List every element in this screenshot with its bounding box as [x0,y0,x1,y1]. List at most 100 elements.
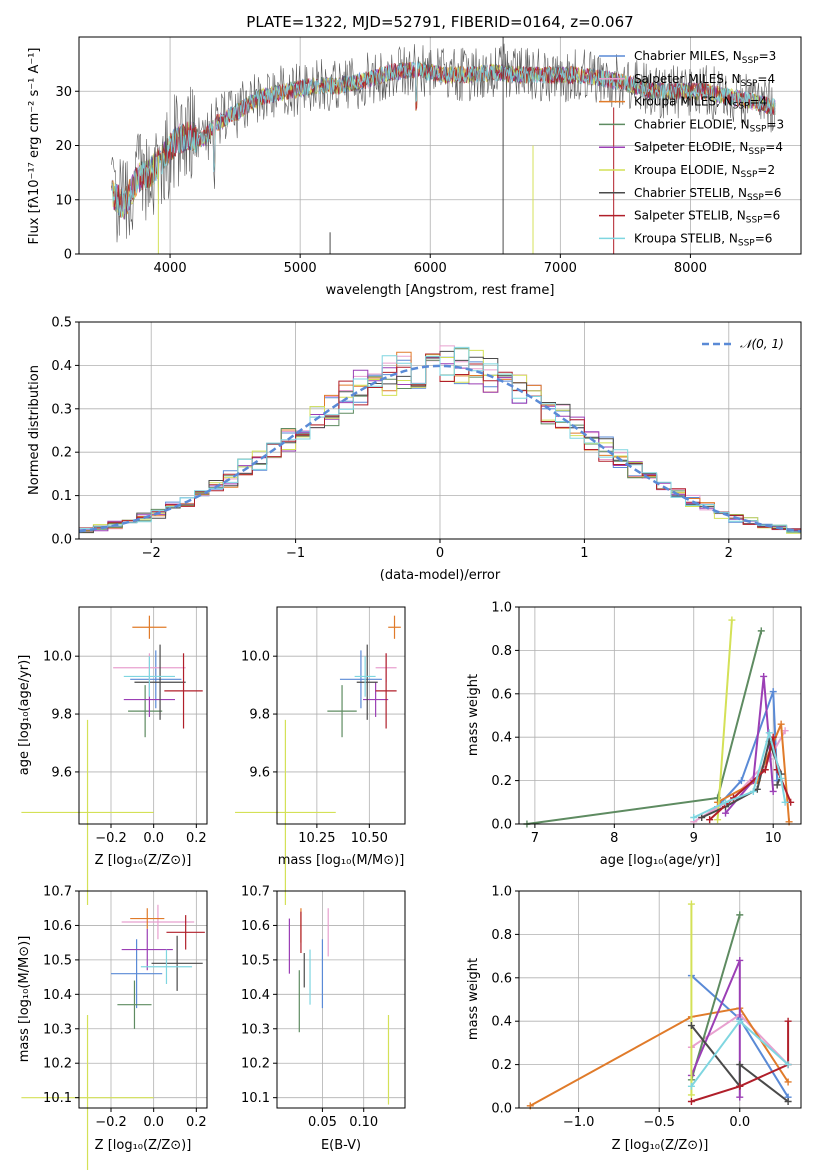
weight-vs-metallicity-lines [526,900,792,1110]
weight-vs-age-y-ticks: 0.0 0.2 0.4 0.6 0.8 1.0 [491,601,519,833]
age-vs-metallicity-xlabel: Z [log₁₀(Z/Z⊙)] [95,853,192,868]
weight-marker-3-1 [736,911,744,919]
legend-label-8: Kroupa STELIB, NSSP=6 [634,231,772,248]
weight-marker-4-0 [722,809,730,817]
mass-vs-extinction-panel: 0.05 0.10 10.1 10.2 10.3 10.4 10.5 10.6 10.7 E(… [241,885,406,1153]
legend-label-main: Chabrier ELODIE, N [634,117,750,131]
weight-line-8 [693,729,787,819]
weight-marker-4-2 [760,672,768,680]
weight-vs-metallicity-frame [518,890,802,1109]
weight-line-2 [529,1007,789,1107]
y-tick-label: 0.8 [491,928,512,943]
weight-marker-5-1 [687,1091,695,1099]
y-tick-label: 0.1 [51,489,72,504]
y-tick-label: 0.3 [51,402,72,417]
weight-marker-8-5 [781,798,789,806]
mass-vs-metallicity-gridlines [79,890,207,1108]
x-tick-label: 8000 [674,261,707,276]
legend-label-main: Chabrier MILES, N [634,49,742,63]
weight-marker-6-2 [736,1061,744,1069]
age-vs-mass-gridlines [277,607,405,824]
residual-legend-label: 𝒩(0, 1) [740,337,784,351]
age-vs-mass-xlabel: mass [log₁₀(M/M⊙)] [278,853,405,868]
age-vs-mass-x-ticks: 10.25 10.50 [298,824,388,846]
x-tick-label: 0.2 [186,1115,207,1130]
x-tick-label: −0.5 [643,1115,675,1130]
x-tick-label: 4000 [154,261,187,276]
y-tick-label: 10.5 [43,953,72,968]
x-tick-label: 0.0 [143,831,164,846]
weight-marker-8-0 [690,813,698,821]
legend-label-sub: SSP [748,147,765,157]
legend-label-main: Kroupa STELIB, N [634,231,738,245]
weight-marker-0-2 [769,688,777,696]
age-vs-mass-points [235,615,401,906]
spectrum-line-6 [111,43,776,243]
y-tick-label: 10.4 [241,988,270,1003]
y-tick-label: 10.0 [241,650,270,665]
mass-vs-extinction-frame [276,890,406,1109]
x-tick-label: −0.2 [95,831,127,846]
legend-label-sub: SSP [747,193,764,203]
x-tick-label: 7 [531,831,539,846]
y-tick-label: 0.4 [51,359,72,374]
legend-label-tail: =3 [766,117,784,131]
weight-marker-5-0 [714,816,722,824]
y-tick-label: 10.7 [241,885,270,900]
y-tick-label: 0 [64,248,72,263]
legend-label-main: Chabrier STELIB, N [634,186,747,200]
x-tick-label: 10 [765,831,782,846]
y-tick-label: 9.6 [249,765,270,780]
weight-vs-metallicity-xlabel: Z [log₁₀(Z/Z⊙)] [612,1138,709,1153]
y-tick-label: 0.4 [491,731,512,746]
legend-label-tail: =2 [757,163,775,177]
x-tick-label: 0.0 [143,1115,164,1130]
weight-marker-6-3 [784,1097,792,1105]
weight-marker-8-3 [765,729,773,737]
y-tick-label: 10.6 [43,919,72,934]
y-tick-label: 10.3 [241,1022,270,1037]
weight-marker-3-2 [757,627,765,635]
legend-label-tail: =3 [759,49,777,63]
y-tick-label: 10.1 [241,1091,270,1106]
y-tick-label: 0.2 [491,774,512,789]
x-tick-label: 0.10 [349,1115,378,1130]
x-tick-label: 1 [580,546,588,561]
x-tick-label: 9 [690,831,698,846]
y-tick-label: 0.0 [491,818,512,833]
mass-vs-metallicity-x-ticks: −0.2 0.0 0.2 [95,1108,207,1130]
legend-label-3: Chabrier ELODIE, NSSP=3 [634,117,784,134]
y-tick-label: 0.2 [51,446,72,461]
y-tick-label: 10.0 [43,650,72,665]
age-vs-metallicity-panel: −0.2 0.0 0.2 9.6 9.8 10.0 Z [log₁₀(Z/Z⊙)] ag… [17,606,208,906]
weight-vs-age-ylabel: mass weight [466,674,481,756]
weight-vs-metallicity-y-ticks: 0.0 0.2 0.4 0.6 0.8 1.0 [491,885,519,1117]
legend-label-sub: SSP [742,56,759,66]
weight-vs-metallicity-gridlines [519,890,801,1109]
spectrum-title: PLATE=1322, MJD=52791, FIBERID=0164, z=0… [246,13,633,31]
weight-marker-7-0 [706,816,714,824]
mass-vs-extinction-xlabel: E(B-V) [321,1138,361,1153]
legend-label-6: Chabrier STELIB, NSSP=6 [634,186,782,203]
age-vs-mass-y-ticks: 9.6 9.8 10.0 [241,650,277,780]
legend-label-sub: SSP [741,79,758,89]
y-tick-label: 1.0 [491,601,512,616]
mass-vs-metallicity-xlabel: Z [log₁₀(Z/Z⊙)] [95,1138,192,1153]
residual-y-ticks: 0.0 0.1 0.2 0.3 0.4 0.5 [51,316,79,548]
weight-marker-8-2 [784,1061,792,1069]
y-tick-label: 10.3 [43,1022,72,1037]
spectrum-xlabel: wavelength [Angstrom, rest frame] [326,283,555,298]
spectrum-x-ticks: 4000 5000 6000 7000 8000 [154,254,707,276]
weight-vs-age-lines [523,616,795,828]
legend-label-tail: =6 [764,186,782,200]
weight-marker-4-1 [736,956,744,964]
weight-marker-4-3 [769,787,777,795]
weight-vs-metallicity-panel: −1.0 −0.5 0.0 0.0 0.2 0.4 0.6 0.8 1.0 Z [log₁₀(… [466,885,802,1153]
weight-marker-7-2 [761,766,769,774]
legend-label-2: Kroupa MILES, NSSP=4 [634,95,767,112]
y-tick-label: 0.6 [491,971,512,986]
y-tick-label: 30 [55,85,72,100]
legend-label-sub: SSP [746,216,763,226]
weight-marker-5-1 [728,616,736,624]
